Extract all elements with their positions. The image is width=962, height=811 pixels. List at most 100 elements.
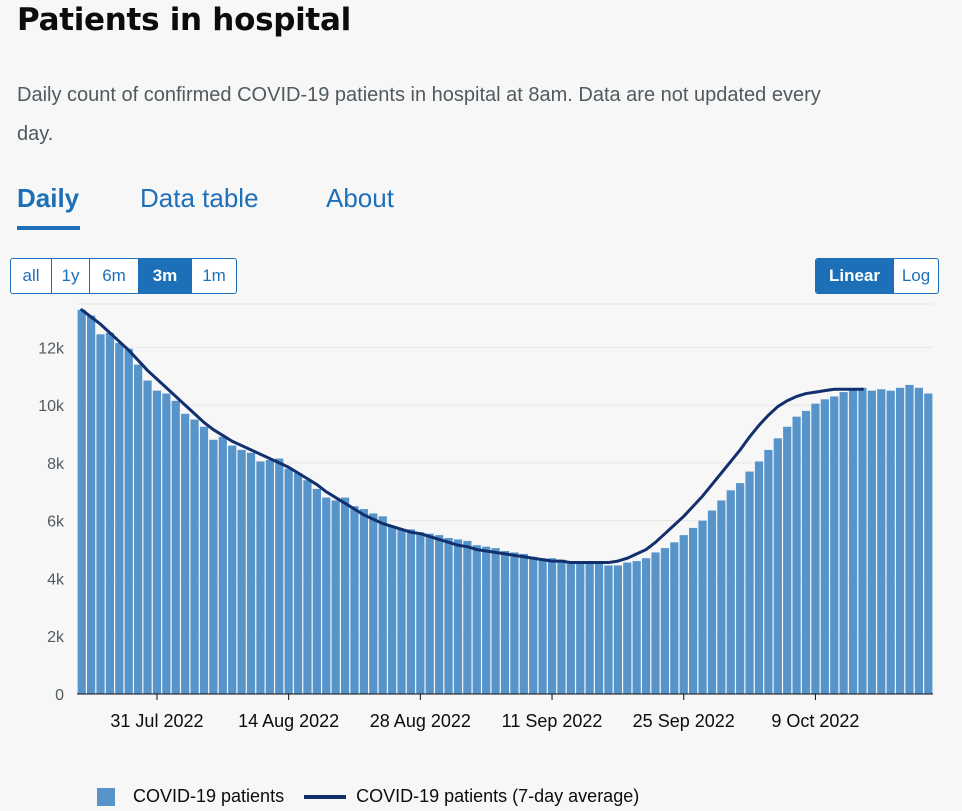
bar: [275, 458, 284, 694]
bar: [265, 460, 274, 694]
y-tick-label: 6k: [47, 514, 65, 531]
scale-linear-button[interactable]: Linear: [816, 259, 894, 293]
bar: [764, 449, 773, 694]
bar: [312, 488, 321, 694]
time-range-selector: all 1y 6m 3m 1m: [10, 258, 237, 294]
bar: [792, 416, 801, 694]
y-tick-label: 8k: [47, 456, 65, 473]
scale-selector: Linear Log: [815, 258, 939, 294]
bar: [848, 389, 858, 694]
bar: [406, 529, 416, 694]
x-tick-label: 9 Oct 2022: [771, 711, 859, 731]
bar: [547, 558, 557, 694]
bar: [519, 553, 528, 694]
bar: [660, 548, 670, 694]
bar: [858, 387, 867, 694]
bar: [369, 513, 378, 694]
x-tick-label: 11 Sep 2022: [502, 711, 603, 731]
bar: [679, 535, 688, 694]
bar: [670, 542, 679, 694]
tab-active-indicator: [17, 226, 80, 230]
bar: [641, 558, 651, 694]
range-6m-button[interactable]: 6m: [90, 259, 139, 293]
legend-line-label: COVID-19 patients (7-day average): [356, 786, 640, 806]
bar: [914, 387, 923, 694]
bar: [463, 540, 472, 694]
bar: [143, 380, 152, 694]
hospital-patients-chart: 0 2k 4k 6k 8k 10k 12k 31 Jul 2022 14 Aug 2022 28 …: [38, 303, 933, 731]
bar: [152, 390, 162, 694]
bar: [594, 564, 604, 694]
legend-bar-label: COVID-19 patients: [133, 786, 285, 806]
range-all-button[interactable]: all: [11, 259, 52, 293]
scale-log-button[interactable]: Log: [901, 266, 931, 285]
bar: [350, 506, 359, 694]
bar: [96, 334, 105, 694]
bar: [218, 436, 227, 694]
bar: [613, 565, 622, 694]
bar: [124, 348, 133, 694]
tab-about[interactable]: About: [326, 183, 394, 213]
tab-daily[interactable]: Daily: [17, 183, 80, 213]
y-tick-label: 2k: [47, 629, 65, 646]
bar: [830, 396, 839, 694]
bar: [895, 387, 905, 694]
bar: [237, 449, 246, 694]
bar: [839, 392, 848, 694]
bar: [811, 403, 820, 694]
bar: [707, 510, 717, 694]
x-tick-label: 14 Aug 2022: [238, 711, 339, 731]
y-tick-label: 10k: [38, 398, 65, 415]
bar: [416, 532, 425, 694]
bar: [510, 552, 519, 694]
bar: [199, 426, 209, 694]
bar: [623, 562, 632, 694]
bar: [359, 509, 369, 694]
bar: [190, 419, 199, 694]
bar: [209, 439, 218, 694]
bar: [181, 413, 190, 694]
range-1y-button[interactable]: 1y: [52, 259, 90, 293]
average-line: [80, 308, 864, 565]
bar: [134, 364, 143, 694]
bar: [538, 558, 547, 694]
bar: [425, 533, 434, 694]
legend-line-swatch: [304, 794, 347, 799]
bar: [651, 552, 660, 694]
y-tick-label: 0: [55, 687, 64, 704]
chart-legend: COVID-19 patients COVID-19 patients (7-d…: [97, 786, 639, 807]
bar: [801, 410, 811, 694]
x-tick-label: 25 Sep 2022: [633, 711, 735, 731]
bar: [162, 393, 171, 694]
bar: [604, 565, 613, 694]
tab-data-table[interactable]: Data table: [140, 183, 259, 213]
bar: [453, 539, 463, 694]
bar: [726, 490, 735, 694]
bar: [576, 562, 585, 694]
bar: [444, 538, 453, 694]
bar: [529, 556, 538, 694]
bar: [500, 551, 510, 694]
bar: [293, 473, 303, 694]
bar: [388, 526, 397, 694]
bar: [105, 332, 115, 694]
bar: [228, 445, 237, 694]
bar: [585, 562, 594, 694]
bar: [632, 561, 641, 694]
bar: [877, 389, 886, 694]
bar: [171, 400, 180, 694]
page-title: Patients in hospital: [17, 2, 351, 38]
bar: [303, 480, 312, 694]
bar: [491, 548, 500, 694]
bar: [378, 516, 387, 694]
bar: [246, 452, 256, 694]
range-3m-button[interactable]: 3m: [139, 259, 192, 293]
bar: [820, 399, 829, 694]
bar: [340, 497, 350, 694]
bar: [566, 561, 575, 694]
bar: [256, 461, 265, 694]
bar: [331, 500, 340, 694]
range-1m-button[interactable]: 1m: [202, 266, 226, 285]
bar: [698, 520, 707, 694]
bar: [87, 315, 96, 694]
